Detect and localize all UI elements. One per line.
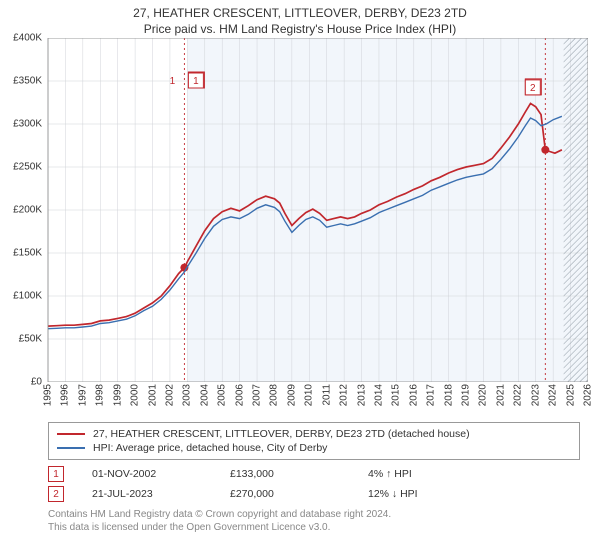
- x-tick-label: 2025: [565, 384, 576, 406]
- figure-root: 27, HEATHER CRESCENT, LITTLEOVER, DERBY,…: [0, 0, 600, 534]
- legend-swatch: [57, 447, 85, 449]
- x-tick-label: 2011: [321, 384, 332, 406]
- footnote-line1: Contains HM Land Registry data © Crown c…: [48, 508, 580, 521]
- chart-area: £0£50K£100K£150K£200K£250K£300K£350K£400…: [0, 38, 600, 382]
- event-date: 21-JUL-2023: [92, 488, 202, 500]
- legend-row: 27, HEATHER CRESCENT, LITTLEOVER, DERBY,…: [57, 427, 571, 441]
- footnote-line2: This data is licensed under the Open Gov…: [48, 521, 580, 534]
- x-tick-label: 2026: [583, 384, 594, 406]
- x-tick-label: 2024: [548, 384, 559, 406]
- x-tick-label: 2021: [495, 384, 506, 406]
- x-tick-label: 2019: [461, 384, 472, 406]
- x-tick-label: 1999: [112, 384, 123, 406]
- x-tick-label: 1997: [77, 384, 88, 406]
- svg-text:1: 1: [170, 76, 176, 87]
- line-chart: 1212: [0, 38, 588, 382]
- x-tick-label: 2002: [164, 384, 175, 406]
- event-markers-table: 1 01-NOV-2002 £133,000 4% ↑ HPI 2 21-JUL-2023…: [48, 464, 580, 504]
- x-axis-labels: 1995199619971998199920002001200220032004…: [48, 382, 588, 416]
- x-tick-label: 2016: [408, 384, 419, 406]
- x-tick-label: 2009: [286, 384, 297, 406]
- x-tick-label: 2014: [373, 384, 384, 406]
- x-tick-label: 2006: [234, 384, 245, 406]
- svg-text:2: 2: [530, 83, 536, 94]
- footnote: Contains HM Land Registry data © Crown c…: [48, 508, 580, 534]
- x-tick-label: 2007: [252, 384, 263, 406]
- x-tick-label: 1996: [60, 384, 71, 406]
- x-tick-label: 2012: [339, 384, 350, 406]
- x-tick-label: 2000: [130, 384, 141, 406]
- x-tick-label: 2008: [269, 384, 280, 406]
- legend-swatch: [57, 433, 85, 435]
- legend-label: 27, HEATHER CRESCENT, LITTLEOVER, DERBY,…: [93, 428, 470, 440]
- x-tick-label: 2018: [443, 384, 454, 406]
- event-date: 01-NOV-2002: [92, 468, 202, 480]
- x-tick-label: 2013: [356, 384, 367, 406]
- event-price: £270,000: [230, 488, 340, 500]
- event-row: 1 01-NOV-2002 £133,000 4% ↑ HPI: [48, 464, 580, 484]
- event-delta: 4% ↑ HPI: [368, 468, 478, 480]
- x-tick-label: 2003: [182, 384, 193, 406]
- x-tick-label: 2005: [217, 384, 228, 406]
- svg-text:1: 1: [193, 76, 199, 87]
- title-line1: 27, HEATHER CRESCENT, LITTLEOVER, DERBY,…: [0, 6, 600, 20]
- x-tick-label: 2017: [426, 384, 437, 406]
- event-price: £133,000: [230, 468, 340, 480]
- event-delta: 12% ↓ HPI: [368, 488, 478, 500]
- event-marker-num: 2: [48, 486, 64, 502]
- x-tick-label: 2020: [478, 384, 489, 406]
- title-block: 27, HEATHER CRESCENT, LITTLEOVER, DERBY,…: [0, 0, 600, 38]
- x-tick-label: 1995: [43, 384, 54, 406]
- x-tick-label: 2023: [530, 384, 541, 406]
- x-tick-label: 2015: [391, 384, 402, 406]
- legend-label: HPI: Average price, detached house, City…: [93, 442, 327, 454]
- x-tick-label: 2001: [147, 384, 158, 406]
- legend: 27, HEATHER CRESCENT, LITTLEOVER, DERBY,…: [48, 422, 580, 460]
- event-marker-num: 1: [48, 466, 64, 482]
- x-tick-label: 2022: [513, 384, 524, 406]
- x-tick-label: 1998: [95, 384, 106, 406]
- legend-row: HPI: Average price, detached house, City…: [57, 441, 571, 455]
- title-line2: Price paid vs. HM Land Registry's House …: [0, 22, 600, 36]
- x-tick-label: 2004: [199, 384, 210, 406]
- x-tick-label: 2010: [304, 384, 315, 406]
- event-row: 2 21-JUL-2023 £270,000 12% ↓ HPI: [48, 484, 580, 504]
